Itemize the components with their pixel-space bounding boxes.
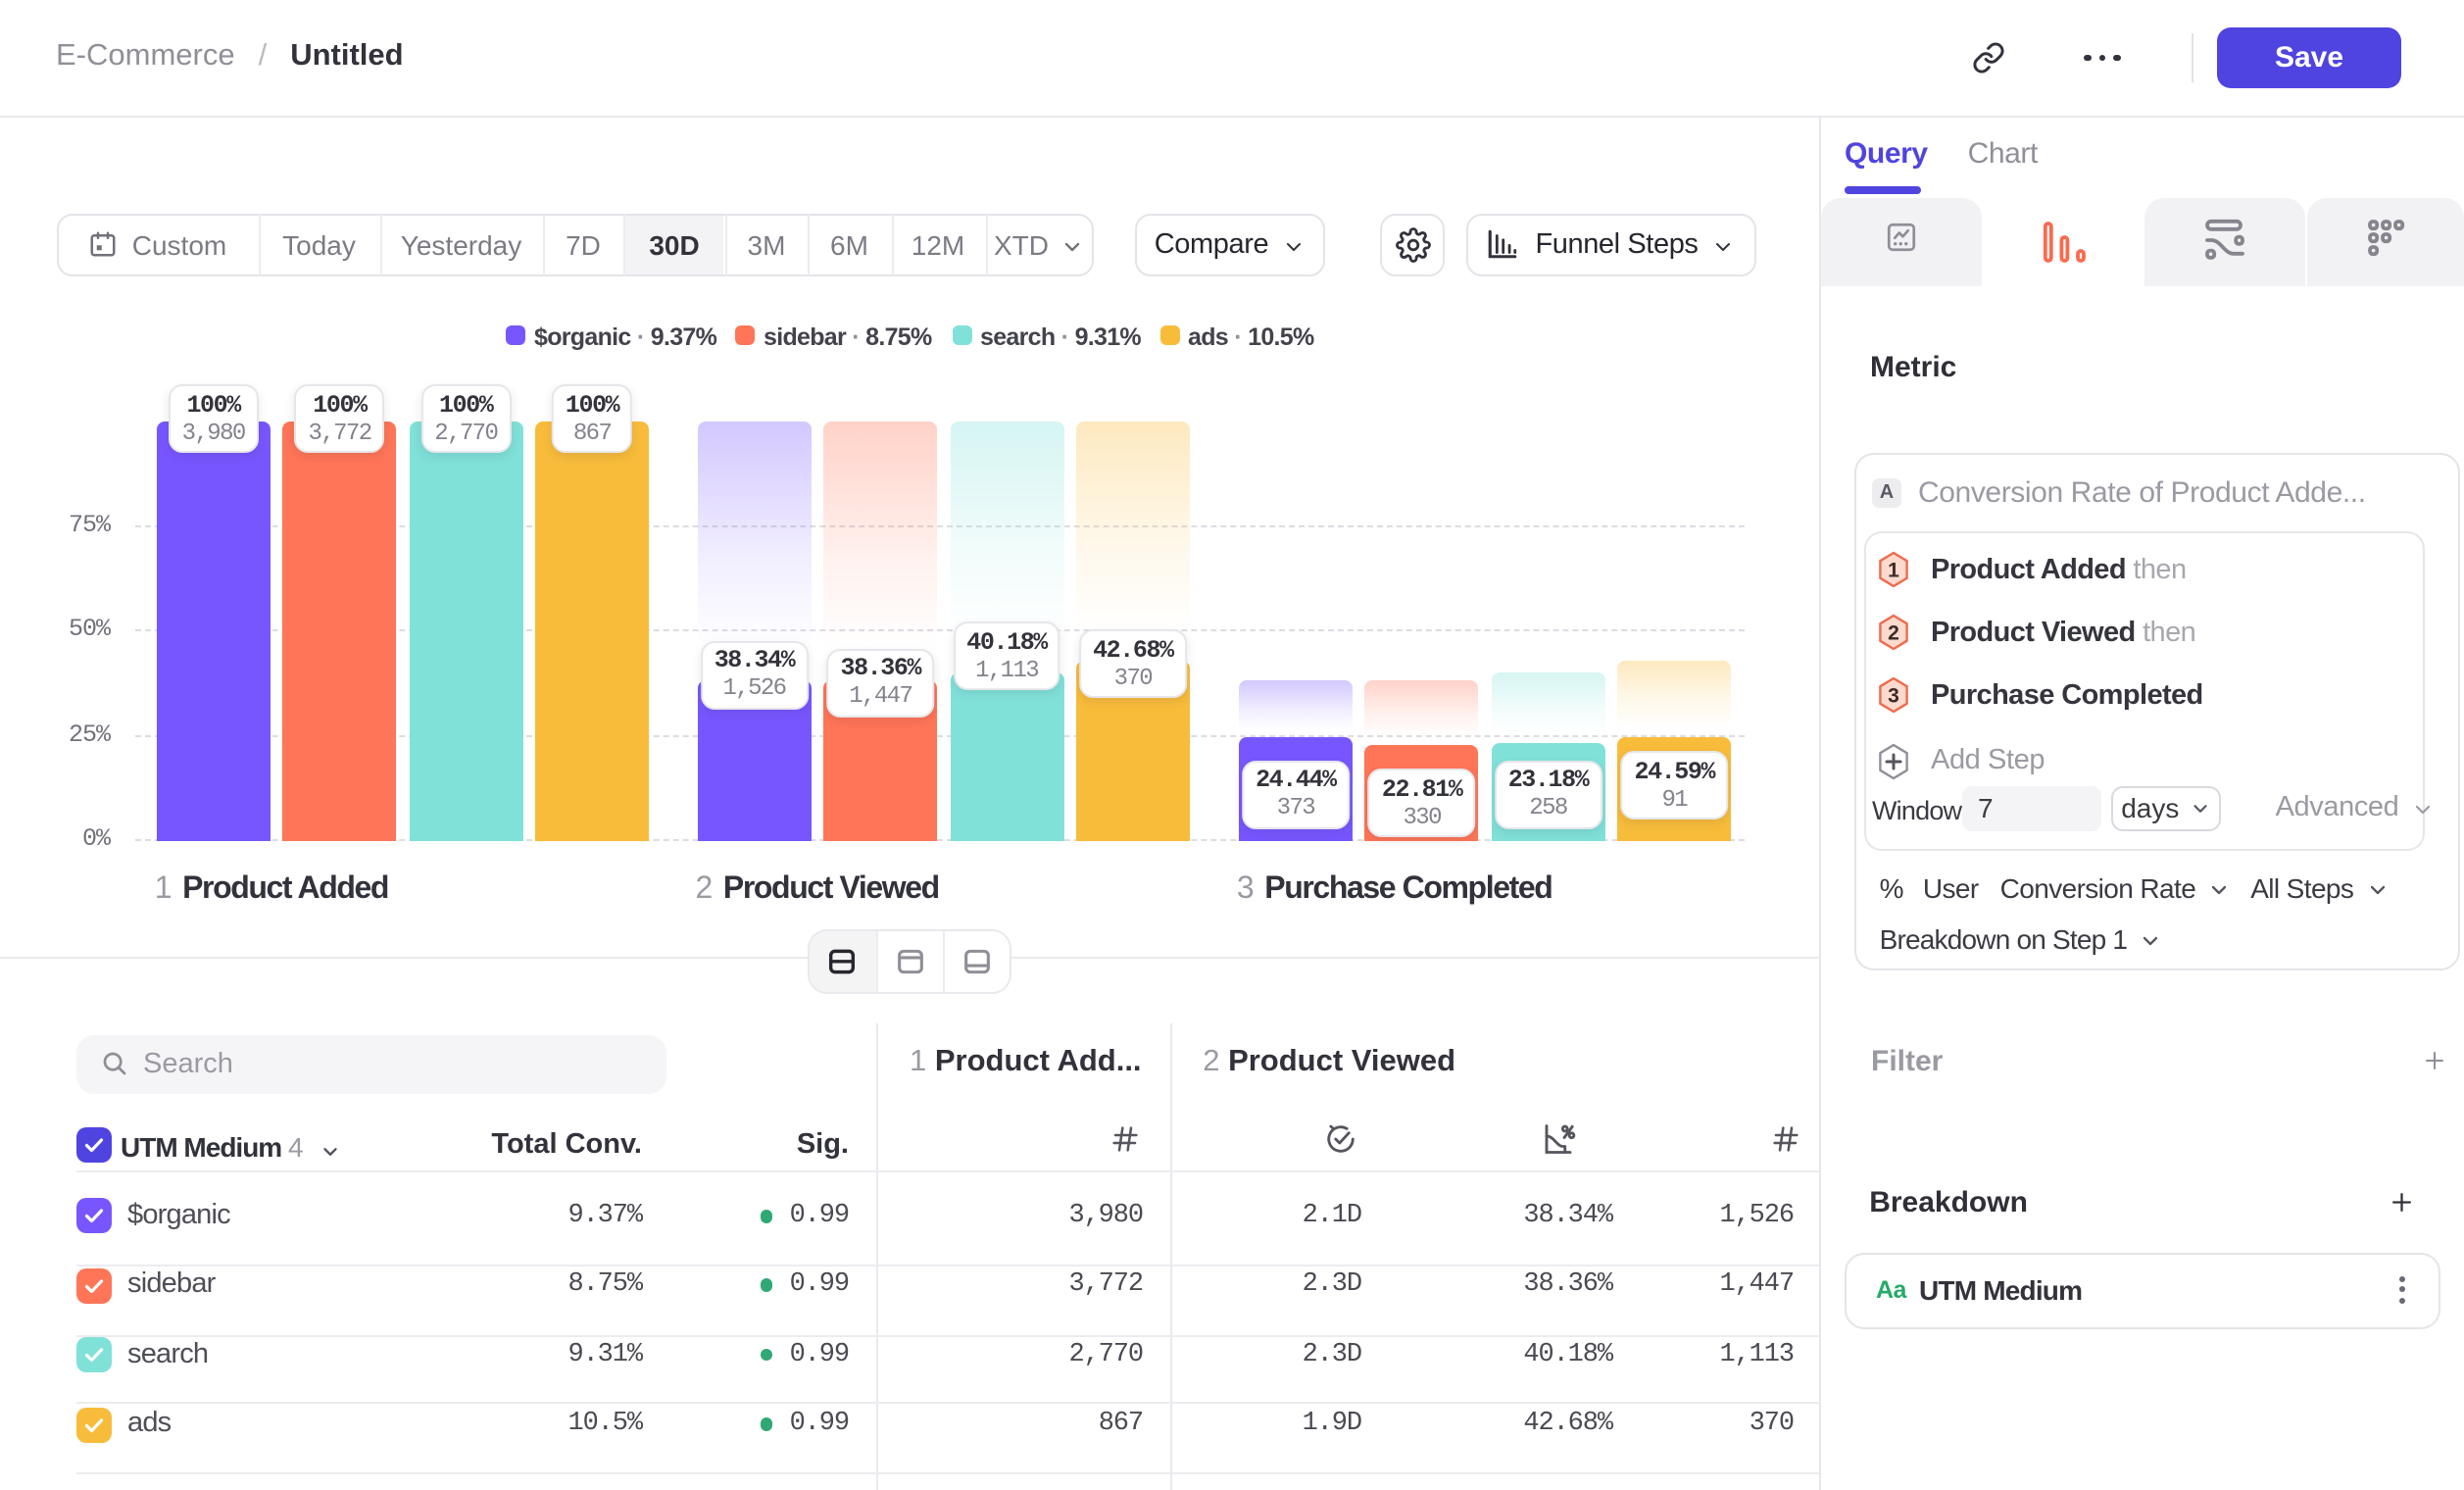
- svg-text:1: 1: [1889, 559, 1900, 581]
- svg-text:3: 3: [1889, 684, 1900, 707]
- svg-text:2: 2: [1889, 621, 1900, 644]
